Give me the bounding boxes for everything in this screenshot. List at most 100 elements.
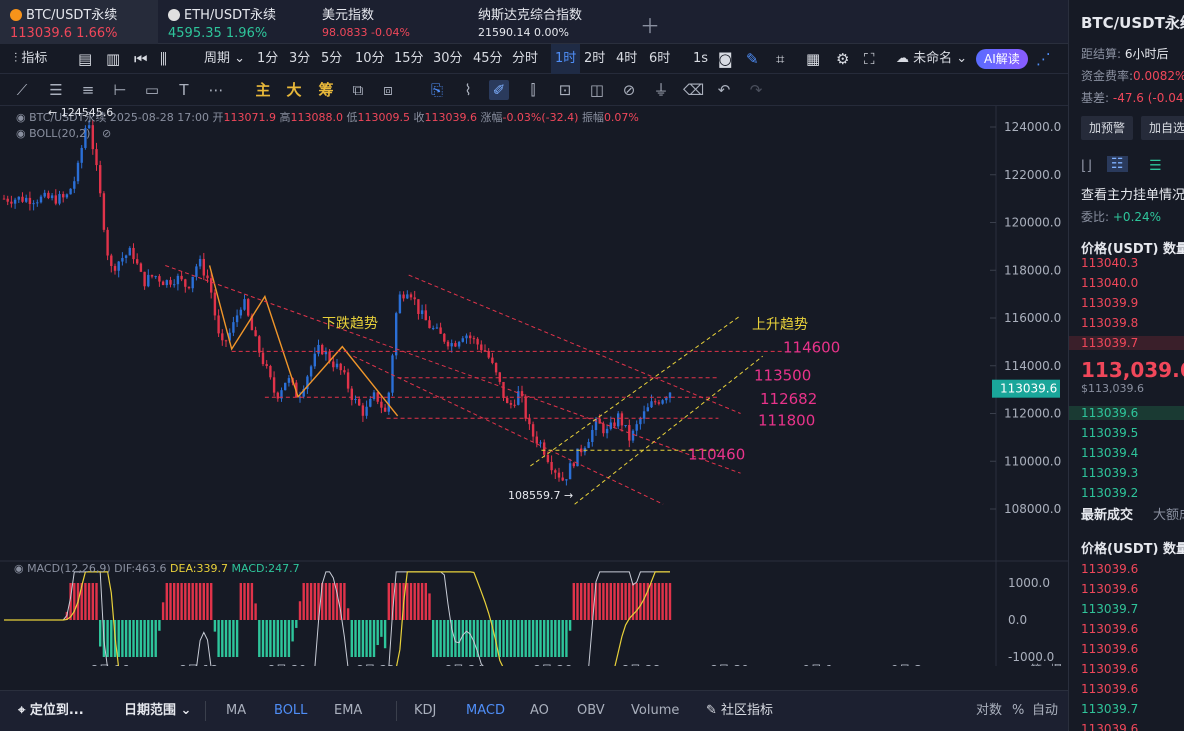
- orderbook-view-icon[interactable]: ⌊⌋: [1081, 158, 1092, 174]
- parallel-channel-icon[interactable]: ≡: [81, 81, 95, 99]
- percent-toggle[interactable]: %: [1012, 703, 1025, 718]
- indicator-ma[interactable]: MA: [226, 703, 247, 718]
- big-order-tool[interactable]: 大: [286, 81, 302, 99]
- date-range-dropdown[interactable]: 日期范围 ⌄: [124, 703, 192, 718]
- link-icon[interactable]: ⊘: [622, 81, 636, 99]
- rectangle-icon[interactable]: ▭: [144, 81, 160, 99]
- chip-tool[interactable]: 筹: [318, 81, 334, 99]
- pencil-icon[interactable]: ✎: [746, 50, 759, 68]
- filter-icon[interactable]: ⏚: [653, 81, 669, 99]
- orderbook-bids-icon[interactable]: ☰: [1149, 158, 1162, 174]
- macd-histogram-bar: [424, 583, 427, 620]
- ai-interpret-button[interactable]: AI解读: [976, 49, 1028, 69]
- calendar-icon[interactable]: ▤: [78, 50, 93, 68]
- period-dropdown[interactable]: 周期 ⌄: [204, 51, 246, 66]
- eye-icon[interactable]: ◫: [589, 81, 605, 99]
- share-icon[interactable]: ⋰: [1036, 50, 1051, 68]
- tab-dxy[interactable]: 美元指数 98.0833 -0.04%: [322, 8, 410, 39]
- indicator-obv[interactable]: OBV: [577, 703, 605, 718]
- interval-1s[interactable]: 1s: [693, 51, 709, 66]
- indicator-ema[interactable]: EMA: [334, 703, 363, 718]
- indicator-volume[interactable]: Volume: [631, 703, 680, 718]
- eye-icon[interactable]: ◉: [14, 562, 24, 575]
- main-force-tool[interactable]: 主: [255, 81, 271, 99]
- indicator-ao[interactable]: AO: [530, 703, 549, 718]
- interval-2[interactable]: 5分: [321, 51, 343, 66]
- interval-1[interactable]: 3分: [289, 51, 311, 66]
- interval-3[interactable]: 10分: [355, 51, 385, 66]
- candle-icon[interactable]: ⫿: [530, 81, 536, 99]
- bid-row[interactable]: 113039.3: [1081, 466, 1139, 480]
- chart-area[interactable]: 124000.0 122000.0 120000.0 118000.0 116000.0…: [0, 106, 1068, 666]
- template-icon[interactable]: ▦: [806, 50, 821, 68]
- candle-body: [598, 418, 601, 424]
- chart-style-icon[interactable]: ⫼: [160, 50, 167, 68]
- bid-row[interactable]: 113039.4: [1081, 446, 1139, 460]
- magnet-icon[interactable]: ⎘: [430, 81, 443, 99]
- layout-name-dropdown[interactable]: ☁ 未命名 ⌄: [896, 51, 968, 66]
- ask-row[interactable]: 113039.9: [1081, 296, 1139, 310]
- bid-row[interactable]: 113039.5: [1081, 426, 1139, 440]
- price-chart-svg[interactable]: 124000.0 122000.0 120000.0 118000.0 116000.0…: [0, 106, 1068, 666]
- eye-icon[interactable]: ◉: [16, 111, 26, 124]
- edit-icon[interactable]: ⧉: [352, 81, 364, 99]
- interval-6[interactable]: 45分: [473, 51, 503, 66]
- trend-line-icon[interactable]: ⟋: [16, 81, 28, 99]
- ask-row[interactable]: 113040.0: [1081, 276, 1139, 290]
- tab-latest-trades[interactable]: 最新成交: [1081, 508, 1134, 523]
- indicator-macd[interactable]: MACD: [466, 703, 505, 718]
- ruler-icon[interactable]: ⌇: [464, 81, 472, 99]
- tab-btc[interactable]: BTC/USDT永续 113039.6 1.66%: [0, 0, 158, 44]
- replay-icon[interactable]: ⏮: [134, 50, 148, 68]
- eye-icon[interactable]: ◉: [16, 127, 26, 140]
- interval-0[interactable]: 1分: [257, 51, 279, 66]
- log-toggle[interactable]: 对数: [976, 703, 1003, 718]
- candle-body: [428, 320, 431, 329]
- brush-icon[interactable]: ✐: [489, 80, 509, 100]
- tab-nasdaq[interactable]: 纳斯达克综合指数 21590.14 0.00%: [478, 8, 583, 39]
- gear-icon[interactable]: ⚙: [836, 50, 850, 68]
- bid-row[interactable]: 113039.6: [1069, 406, 1184, 420]
- ask-row[interactable]: 113040.3: [1081, 256, 1139, 270]
- interval-4[interactable]: 15分: [394, 51, 424, 66]
- crop-icon[interactable]: ⌗: [776, 50, 785, 68]
- ask-row[interactable]: 113039.8: [1081, 316, 1139, 330]
- community-indicators[interactable]: ✎ 社区指标: [706, 703, 774, 718]
- indicators-button[interactable]: ⫶ 指标: [14, 51, 48, 66]
- macd-histogram-bar: [184, 583, 187, 620]
- candle-body: [106, 229, 109, 256]
- interval-7[interactable]: 分时: [512, 51, 539, 66]
- interval-9[interactable]: 2时: [584, 51, 606, 66]
- auto-toggle[interactable]: 自动: [1032, 703, 1059, 718]
- add-watchlist-button[interactable]: 加自选: [1141, 116, 1184, 140]
- undo-icon[interactable]: ↶: [717, 81, 731, 99]
- main-orders-link[interactable]: 查看主力挂单情况: [1081, 188, 1184, 203]
- interval-8[interactable]: 1时: [551, 44, 581, 74]
- bid-row[interactable]: 113039.2: [1081, 486, 1139, 500]
- add-tab-icon[interactable]: ＋: [640, 14, 660, 38]
- camera-icon[interactable]: ◙: [718, 50, 733, 68]
- eye-off-icon[interactable]: ⊘: [101, 127, 112, 140]
- horizontal-ray-icon[interactable]: ⊢: [113, 81, 127, 99]
- ask-row[interactable]: 113039.7: [1069, 336, 1184, 350]
- candle-body: [161, 281, 165, 286]
- add-alert-button[interactable]: 加预警: [1081, 116, 1134, 140]
- indicator-kdj[interactable]: KDJ: [414, 703, 437, 718]
- redo-icon[interactable]: ↷: [749, 81, 763, 99]
- horizontal-lines-icon[interactable]: ☰: [49, 81, 63, 99]
- fullscreen-icon[interactable]: ⛶: [864, 50, 875, 68]
- lock-icon[interactable]: ⊡: [558, 81, 572, 99]
- layers-icon[interactable]: ⧈: [383, 81, 393, 99]
- indicator-boll[interactable]: BOLL: [274, 703, 308, 718]
- trash-icon[interactable]: ⌫: [683, 81, 705, 99]
- interval-11[interactable]: 6时: [649, 51, 671, 66]
- interval-10[interactable]: 4时: [616, 51, 638, 66]
- tab-big-trades[interactable]: 大额成: [1153, 508, 1184, 523]
- orderbook-both-icon[interactable]: ☷: [1107, 156, 1128, 172]
- tab-eth[interactable]: ETH/USDT永续 4595.35 1.96%: [168, 8, 277, 41]
- layout-icon[interactable]: ▥: [106, 50, 121, 68]
- interval-5[interactable]: 30分: [433, 51, 463, 66]
- text-icon[interactable]: T: [179, 81, 189, 99]
- goto-button[interactable]: ⌖ 定位到...: [18, 703, 84, 718]
- fib-icon[interactable]: ⋯: [208, 81, 224, 99]
